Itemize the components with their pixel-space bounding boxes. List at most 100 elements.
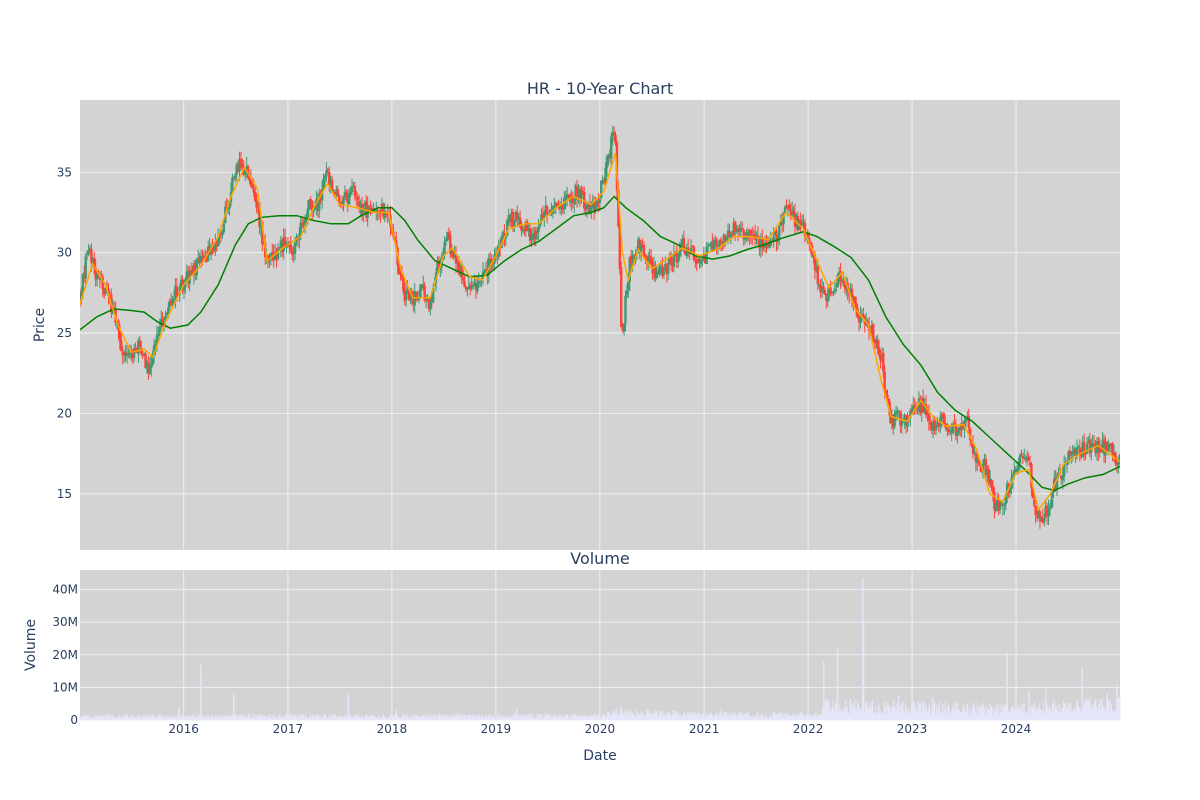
candlestick: [761, 229, 764, 256]
volume-bar-series: [79, 578, 1121, 720]
candle-body: [662, 271, 666, 275]
candlestick: [125, 344, 129, 364]
volume-bar: [975, 713, 977, 720]
candlestick: [517, 213, 520, 227]
candle-body: [467, 286, 471, 290]
volume-bar: [734, 713, 736, 720]
candle-body: [122, 353, 126, 355]
volume-bar: [534, 717, 536, 720]
volume-bar: [766, 717, 768, 720]
candle-body: [1041, 517, 1045, 523]
volume-bar: [852, 701, 854, 720]
candlestick: [1050, 493, 1053, 510]
candle-body: [545, 206, 549, 215]
candle-body: [336, 189, 339, 197]
candlestick: [1112, 444, 1116, 462]
volume-bar: [532, 713, 534, 720]
volume-bar: [590, 714, 592, 720]
volume-bar: [383, 716, 385, 720]
candle-body: [138, 341, 142, 347]
candle-body: [479, 281, 482, 283]
volume-bar: [206, 716, 208, 720]
volume-bar: [476, 716, 478, 720]
candle-body: [647, 256, 650, 262]
volume-bar: [706, 715, 708, 720]
volume-bar: [120, 717, 122, 720]
volume-bar: [831, 709, 833, 720]
volume-bar: [138, 714, 140, 720]
volume-bar: [465, 714, 467, 720]
volume-bar: [668, 710, 670, 720]
candlestick: [1084, 451, 1087, 460]
candle-body: [1055, 475, 1059, 489]
candlestick: [839, 263, 842, 289]
candle-body: [588, 203, 592, 213]
candle-body: [950, 431, 953, 433]
candle-body: [95, 274, 99, 280]
volume-bar: [303, 716, 305, 720]
candle-body: [202, 256, 206, 259]
volume-bar: [222, 716, 224, 720]
candle-body: [1111, 443, 1114, 456]
candle-body: [716, 244, 720, 247]
volume-y-tick-label: 30M: [52, 615, 78, 629]
candle-body: [429, 297, 432, 310]
volume-bar: [435, 717, 437, 720]
volume-bar: [731, 711, 733, 720]
candlestick: [592, 196, 596, 220]
candlestick: [738, 224, 741, 237]
candle-body: [292, 253, 295, 255]
volume-bar: [605, 716, 607, 720]
candlestick: [614, 131, 617, 146]
volume-bar: [424, 713, 426, 720]
candlestick: [95, 270, 99, 287]
candle-body: [407, 290, 411, 301]
volume-bar: [475, 717, 477, 720]
volume-bar: [584, 714, 586, 720]
candle-body: [145, 362, 149, 369]
candle-body: [470, 285, 473, 289]
candle-body: [333, 191, 337, 194]
candle-body: [817, 283, 821, 286]
volume-bar: [351, 717, 353, 720]
volume-bar: [215, 714, 217, 720]
candlestick: [269, 252, 273, 266]
volume-bar: [512, 713, 514, 720]
volume-bar: [470, 713, 472, 720]
candle-body: [1015, 468, 1019, 473]
volume-bar: [245, 715, 247, 720]
candle-body: [1107, 445, 1110, 451]
volume-bar: [570, 715, 572, 720]
candlestick: [595, 199, 599, 211]
candle-body: [843, 284, 847, 289]
candlestick: [600, 180, 603, 200]
candle-body: [527, 229, 530, 231]
candle-body: [837, 272, 841, 276]
volume-bar: [1095, 699, 1097, 720]
volume-bar: [637, 712, 639, 720]
volume-bar: [105, 718, 107, 720]
volume-bar: [331, 714, 333, 720]
volume-bar: [258, 715, 260, 720]
candle-body: [601, 180, 604, 182]
volume-bar: [198, 715, 200, 720]
volume-bar: [922, 702, 924, 720]
volume-bar: [339, 716, 341, 720]
volume-bar: [173, 714, 175, 720]
volume-bar: [157, 715, 159, 720]
volume-bar: [476, 714, 478, 720]
volume-bar: [400, 716, 402, 720]
volume-bar: [387, 718, 389, 720]
volume-bar: [687, 714, 689, 720]
candlestick: [427, 297, 431, 312]
candle-body: [246, 165, 250, 179]
volume-bar: [164, 717, 166, 720]
candlestick: [308, 198, 311, 211]
candlestick: [510, 208, 513, 229]
volume-bar: [544, 714, 546, 720]
candlestick: [152, 338, 156, 364]
volume-bar: [804, 715, 806, 720]
candlestick: [850, 283, 854, 308]
volume-bar: [542, 716, 544, 720]
candlestick: [870, 320, 874, 337]
